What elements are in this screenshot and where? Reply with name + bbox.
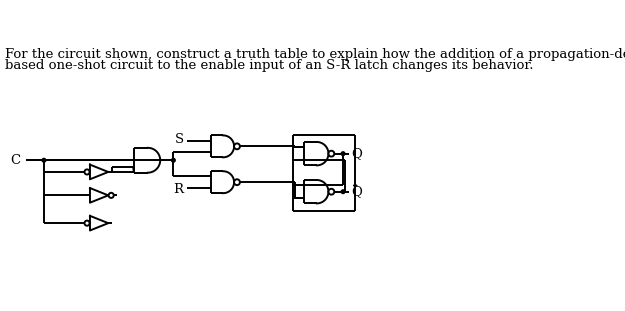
Circle shape	[328, 189, 334, 195]
Text: R: R	[174, 183, 184, 196]
Circle shape	[234, 179, 240, 185]
Text: based one-shot circuit to the enable input of an S-R latch changes its behavior.: based one-shot circuit to the enable inp…	[5, 58, 534, 72]
Circle shape	[84, 169, 89, 174]
Circle shape	[109, 193, 114, 198]
Text: S: S	[174, 132, 184, 146]
Circle shape	[171, 158, 175, 162]
Circle shape	[328, 151, 334, 157]
Text: Q: Q	[351, 147, 362, 160]
Text: C: C	[11, 154, 21, 167]
Circle shape	[234, 143, 240, 149]
Circle shape	[84, 220, 89, 226]
Circle shape	[42, 158, 46, 162]
Text: Q: Q	[351, 185, 362, 198]
Circle shape	[341, 190, 345, 193]
Circle shape	[341, 152, 345, 156]
Text: For the circuit shown, construct a truth table to explain how the addition of a : For the circuit shown, construct a truth…	[5, 48, 625, 61]
